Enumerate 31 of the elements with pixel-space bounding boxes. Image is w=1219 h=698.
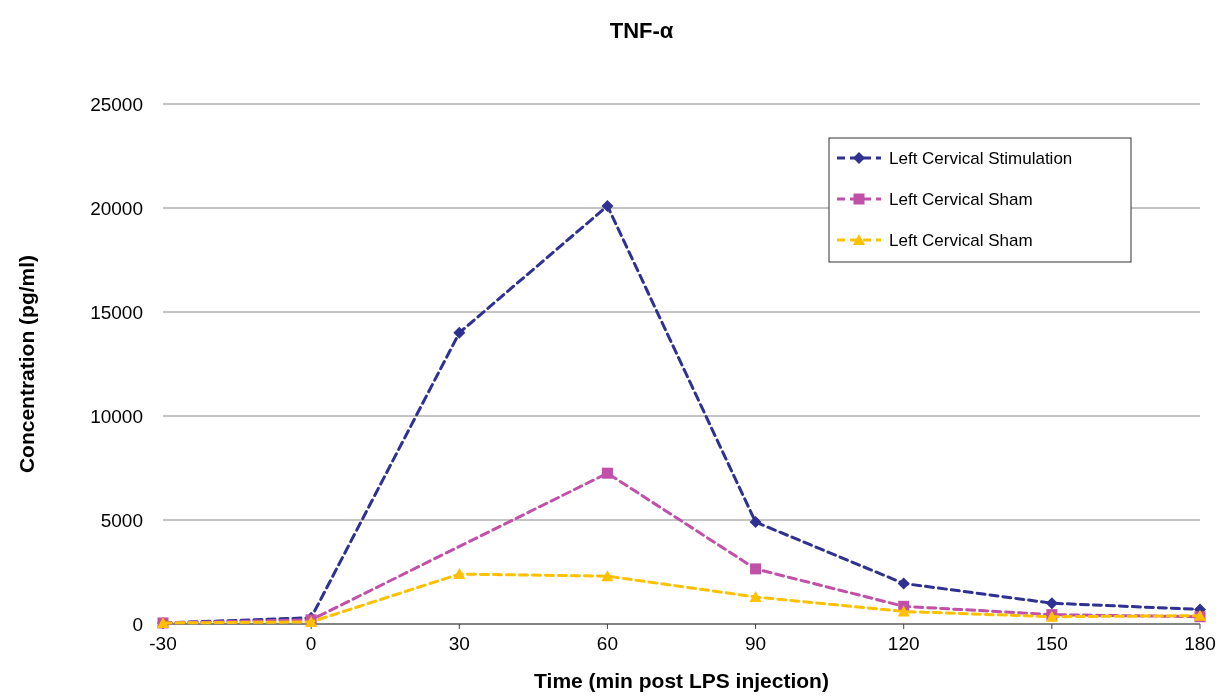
x-tick-label: 180 — [1184, 633, 1216, 654]
legend-label: Left Cervical Sham — [889, 189, 1033, 209]
point — [749, 590, 762, 602]
y-tick-label: 15000 — [90, 301, 143, 323]
point — [453, 326, 466, 339]
point — [601, 467, 613, 479]
point — [749, 516, 762, 529]
point — [1045, 597, 1058, 610]
x-tick-label: 120 — [887, 633, 920, 654]
y-tick-label: 25000 — [90, 93, 143, 115]
y-tick-label: 20000 — [90, 197, 143, 219]
y-tick-label: 10000 — [90, 405, 143, 427]
x-axis-title: Time (min post LPS injection) — [534, 669, 829, 692]
y-tick-label: 5000 — [100, 509, 143, 531]
point — [601, 199, 614, 212]
x-tick-label: -30 — [149, 633, 177, 654]
x-tick-label: 150 — [1036, 633, 1068, 654]
y-tick-label: 0 — [132, 613, 143, 635]
x-tick-label: 60 — [596, 633, 618, 654]
point — [897, 605, 910, 617]
x-tick-label: 30 — [448, 633, 470, 654]
y-axis-title: Concentration (pg/ml) — [15, 254, 38, 474]
chart-title: TNF-α — [609, 18, 674, 43]
x-tick-label: 0 — [305, 633, 317, 654]
point — [750, 563, 762, 575]
point — [453, 568, 466, 580]
point — [601, 570, 614, 582]
legend-label: Left Cervical Sham — [889, 230, 1033, 250]
point — [897, 577, 910, 590]
x-tick-label: 90 — [745, 633, 767, 654]
legend-label: Left Cervical Stimulation — [889, 148, 1073, 168]
